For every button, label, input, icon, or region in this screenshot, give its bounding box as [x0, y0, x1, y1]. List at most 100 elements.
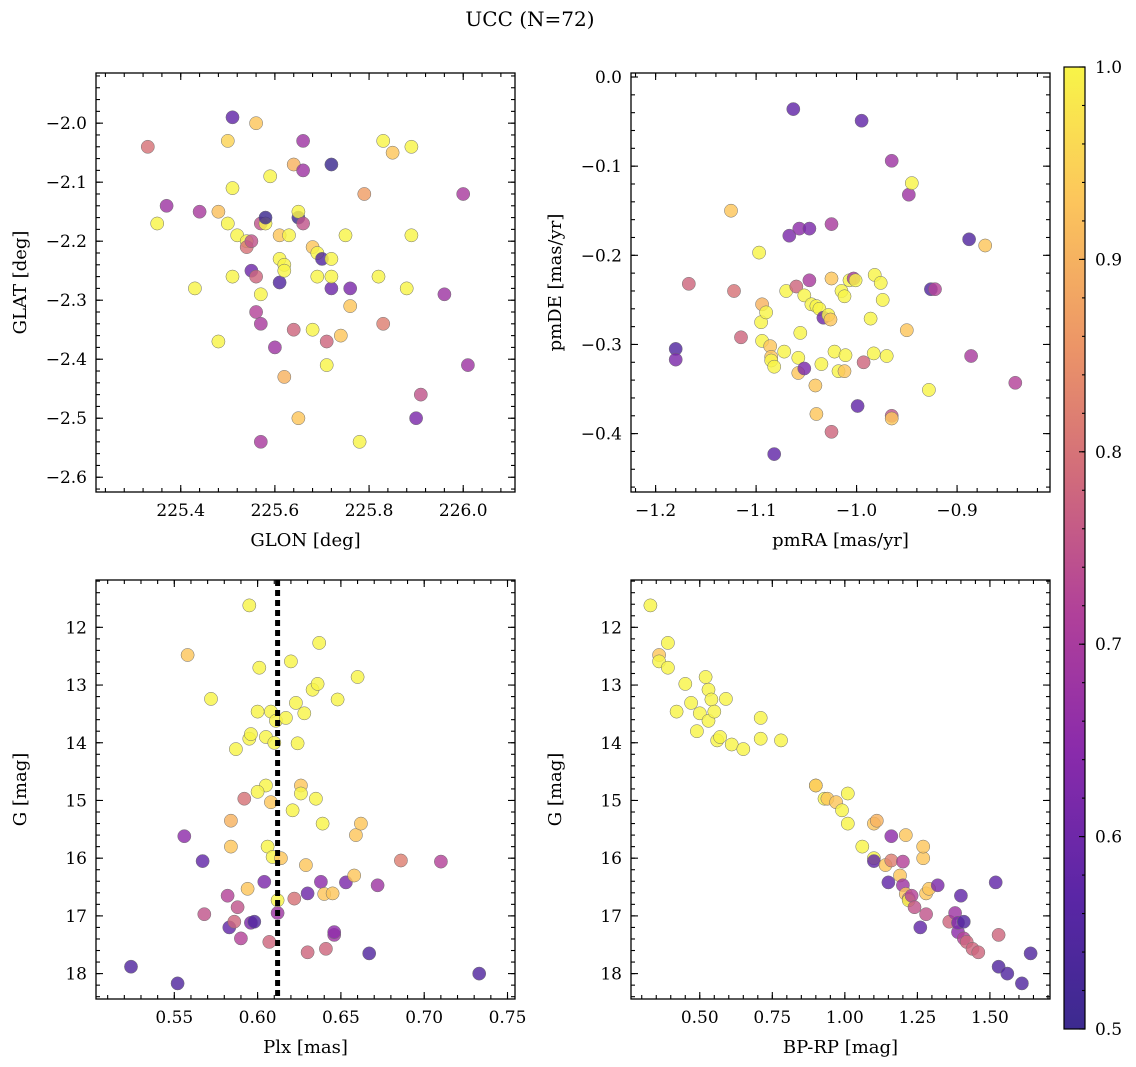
scatter-point [289, 696, 303, 710]
scatter-point [777, 344, 792, 359]
scatter-point [253, 316, 268, 331]
plot-frame [630, 72, 1051, 493]
scatter-point [277, 370, 292, 384]
scatter-point [727, 284, 741, 298]
scatter-point [752, 245, 766, 260]
scatter-point [327, 925, 342, 939]
scatter-point [294, 786, 308, 801]
scatter-point [690, 724, 704, 739]
x-tick-label: 0.55 [155, 1008, 193, 1028]
scatter-point [249, 116, 263, 131]
scatter-point [884, 153, 899, 168]
x-tick-label: 0.65 [322, 1008, 360, 1028]
scatter-point [399, 281, 414, 296]
scatter-point [873, 276, 888, 290]
scatter-point [884, 829, 899, 844]
scatter-point [296, 216, 310, 231]
scatter-point [324, 252, 339, 266]
scatter-point [237, 791, 252, 806]
scatter-point [279, 711, 293, 725]
colorbar-tick-label: 0.7 [1095, 635, 1122, 655]
scatter-point [1015, 976, 1029, 991]
scatter-points [643, 598, 1038, 991]
scatter-point [840, 816, 855, 831]
scatter-point [349, 828, 363, 842]
scatter-point [869, 813, 884, 828]
scatter-point [797, 361, 812, 376]
scatter-point [268, 340, 282, 355]
scatter-point [753, 731, 768, 746]
plot-frame [95, 579, 516, 1000]
scatter-point [409, 411, 423, 426]
scatter-point [916, 851, 931, 866]
scatter-point [296, 134, 310, 148]
scatter-point [195, 854, 210, 868]
scatter-point [343, 281, 358, 296]
x-axis-label: Plx [mas] [263, 1037, 348, 1058]
scatter-point [856, 355, 871, 370]
y-tick-label: 12 [600, 618, 622, 638]
scatter-point [244, 234, 259, 249]
scatter-point [291, 204, 306, 219]
scatter-point [724, 737, 739, 752]
scatter-point [252, 660, 267, 675]
x-tick-label: 226.0 [439, 501, 488, 521]
scatter-point [896, 854, 910, 869]
scatter-point [456, 187, 471, 201]
y-tick-label: −2.0 [46, 114, 87, 134]
scatter-point [159, 198, 174, 213]
y-tick-label: 16 [65, 849, 87, 869]
scatter-point [838, 348, 853, 363]
y-tick-label: −2.1 [46, 173, 87, 193]
scatter-point [835, 803, 849, 818]
scatter-point [300, 886, 315, 901]
figure-title: UCC (N=72) [465, 7, 594, 31]
scatter-point [225, 269, 240, 284]
y-tick-label: 14 [65, 734, 87, 754]
scatter-point [250, 704, 265, 719]
scatter-point [661, 636, 675, 650]
scatter-point [362, 946, 377, 961]
scatter-point [681, 276, 696, 291]
scatter-point [791, 350, 806, 365]
y-tick-label: 0.0 [595, 68, 622, 88]
scatter-point [376, 316, 391, 331]
scatter-points [668, 102, 1023, 461]
scatter-point [291, 411, 306, 426]
colorbar-tick-label: 0.9 [1095, 250, 1122, 270]
scatter-point [220, 216, 235, 231]
scatter-point [385, 145, 400, 160]
scatter-point [643, 598, 658, 613]
scatter-point [253, 287, 268, 302]
y-axis-label: G [mag] [545, 753, 566, 826]
scatter-point [192, 204, 207, 219]
y-tick-label: −2.6 [46, 468, 87, 488]
colorbar-ticks: 0.5 0.6 0.7 0.8 0.9 1.0 [1079, 58, 1122, 1040]
scatter-point [956, 914, 971, 929]
scatter-point [305, 322, 320, 337]
scatter-point [802, 273, 817, 288]
colorbar-tick-label: 0.6 [1095, 828, 1122, 848]
y-axis-label: G [mag] [10, 753, 31, 826]
x-tick-label: −0.9 [936, 501, 977, 521]
scatter-point [224, 813, 238, 828]
scatter-point [855, 839, 870, 854]
scatter-point [247, 914, 262, 929]
scatter-point [312, 636, 327, 650]
scatter-point [767, 447, 782, 461]
y-axis-label: pmDE [mas/yr] [545, 214, 566, 352]
colorbar-tick-label: 1.0 [1095, 58, 1122, 78]
scatter-point [211, 334, 226, 349]
scatter-point [866, 346, 881, 361]
scatter-point [724, 203, 738, 218]
scatter-point [793, 326, 808, 340]
scatter-point [354, 816, 368, 831]
scatter-point [250, 784, 265, 799]
scatter-point [978, 238, 993, 253]
scatter-point [376, 134, 391, 148]
scatter-point [286, 322, 301, 337]
y-tick-label: 13 [600, 676, 622, 696]
scatter-point [211, 204, 226, 219]
plot-frame [95, 72, 516, 493]
